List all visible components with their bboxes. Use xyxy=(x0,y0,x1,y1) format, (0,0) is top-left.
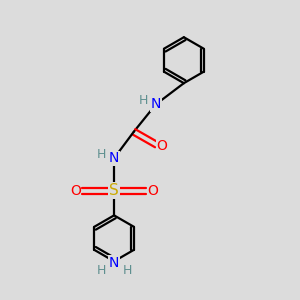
Text: H: H xyxy=(122,264,132,277)
Text: O: O xyxy=(148,184,158,198)
Text: S: S xyxy=(109,183,119,198)
Text: N: N xyxy=(109,151,119,165)
Text: N: N xyxy=(109,256,119,270)
Text: O: O xyxy=(70,184,81,198)
Text: H: H xyxy=(96,264,106,277)
Text: O: O xyxy=(156,139,167,153)
Text: H: H xyxy=(96,148,106,161)
Text: N: N xyxy=(151,98,161,111)
Text: H: H xyxy=(139,94,148,107)
